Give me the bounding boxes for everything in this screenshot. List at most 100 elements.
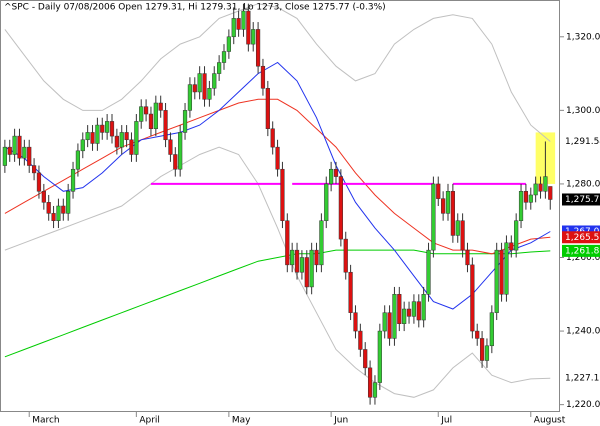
candle-body [548, 186, 553, 200]
candle-body [75, 150, 81, 170]
candle-body [460, 220, 465, 251]
candle-body [124, 132, 129, 141]
price-tag-label: 1,275.77 [565, 195, 600, 205]
candle-body [182, 110, 188, 133]
candle-body [494, 249, 499, 313]
y-tick-label: 1,320.00 [566, 32, 600, 42]
candle-body [372, 382, 378, 398]
candle-body [236, 18, 241, 30]
candle-body [455, 220, 460, 236]
candle-body [70, 168, 76, 192]
price-tag-label: 1,291.54 [565, 137, 600, 147]
candle-body [504, 242, 509, 295]
candle-body [158, 102, 163, 111]
candle-body [338, 176, 343, 240]
candle-body [426, 249, 431, 295]
candle-body [377, 330, 382, 383]
candle-body [46, 202, 51, 214]
x-tick-label: Jun [333, 416, 348, 426]
candle-body [2, 146, 7, 166]
candle-body [148, 113, 154, 129]
candle-body [450, 191, 455, 236]
candle-body [134, 121, 139, 155]
y-tick-label: 1,240.00 [566, 327, 600, 337]
candle-body [80, 139, 85, 152]
candle-body [105, 121, 110, 133]
candle-body [207, 88, 212, 100]
candle-body [411, 301, 417, 317]
indicator-line [4, 61, 551, 310]
x-tick-label: May [232, 416, 251, 426]
candle-body [217, 62, 222, 74]
candle-body [528, 194, 533, 203]
candle-body [509, 242, 514, 251]
candle-body [255, 29, 261, 67]
candle-body [12, 135, 17, 155]
candle-body [363, 349, 368, 369]
indicator-line [4, 3, 551, 142]
candle-body [445, 191, 451, 214]
candle-body [246, 10, 251, 45]
price-tag-label: 1,227.19 [565, 374, 600, 384]
candle-body [129, 139, 134, 155]
candle-body [260, 65, 266, 89]
candle-body [538, 183, 543, 192]
candle-body [436, 183, 441, 199]
candle-body [163, 110, 168, 141]
indicator-line [4, 249, 551, 358]
candle-body [382, 312, 387, 332]
candle-body [265, 88, 270, 129]
candle-body [470, 264, 475, 332]
price-tag-label: 1,261.8 [565, 246, 600, 256]
candle-body [90, 132, 95, 144]
candle-body [280, 168, 285, 221]
candle-body [290, 249, 295, 266]
candle-body [168, 139, 173, 155]
candle-body [109, 121, 115, 137]
candle-body [61, 205, 66, 214]
price-tag-box [562, 193, 600, 206]
candle-body [333, 168, 339, 177]
candle-body [343, 238, 348, 273]
candle-body [66, 191, 71, 214]
candle-body [153, 102, 158, 129]
candle-body [387, 312, 392, 339]
candle-body [221, 51, 227, 63]
candle-body [406, 308, 412, 317]
candle-body [367, 367, 373, 398]
plot-frame [0, 0, 560, 412]
y-tick-label: 1,300.00 [566, 106, 600, 116]
candle-body [543, 176, 548, 192]
candle-body [475, 330, 480, 339]
candle-body [441, 198, 446, 214]
candle-body [514, 220, 519, 251]
x-tick-label: Jul [440, 416, 452, 426]
candle-body [294, 249, 300, 273]
candle-body [212, 73, 217, 89]
candle-body [27, 146, 32, 166]
candle-body [231, 18, 236, 38]
candle-body [499, 249, 504, 295]
candle-body [85, 132, 90, 141]
candle-body [226, 36, 231, 52]
candle-body [479, 338, 485, 361]
price-tag-box [562, 231, 600, 244]
candle-body [17, 135, 22, 159]
candle-body [416, 301, 421, 321]
candle-body [31, 165, 37, 174]
candle-body [353, 312, 358, 332]
y-tick-label: 1,220.00 [566, 400, 600, 410]
candle-body [251, 29, 256, 45]
candle-body [275, 146, 280, 170]
candle-body [299, 257, 305, 273]
candle-body [139, 106, 144, 122]
candle-body [119, 132, 124, 148]
x-tick-label: August [534, 416, 566, 426]
candle-body [95, 124, 100, 144]
y-tick-label: 1,280.00 [566, 179, 600, 189]
candle-body [41, 191, 46, 203]
candle-body [392, 294, 397, 339]
candle-body [51, 213, 56, 221]
candle-body [518, 191, 524, 221]
